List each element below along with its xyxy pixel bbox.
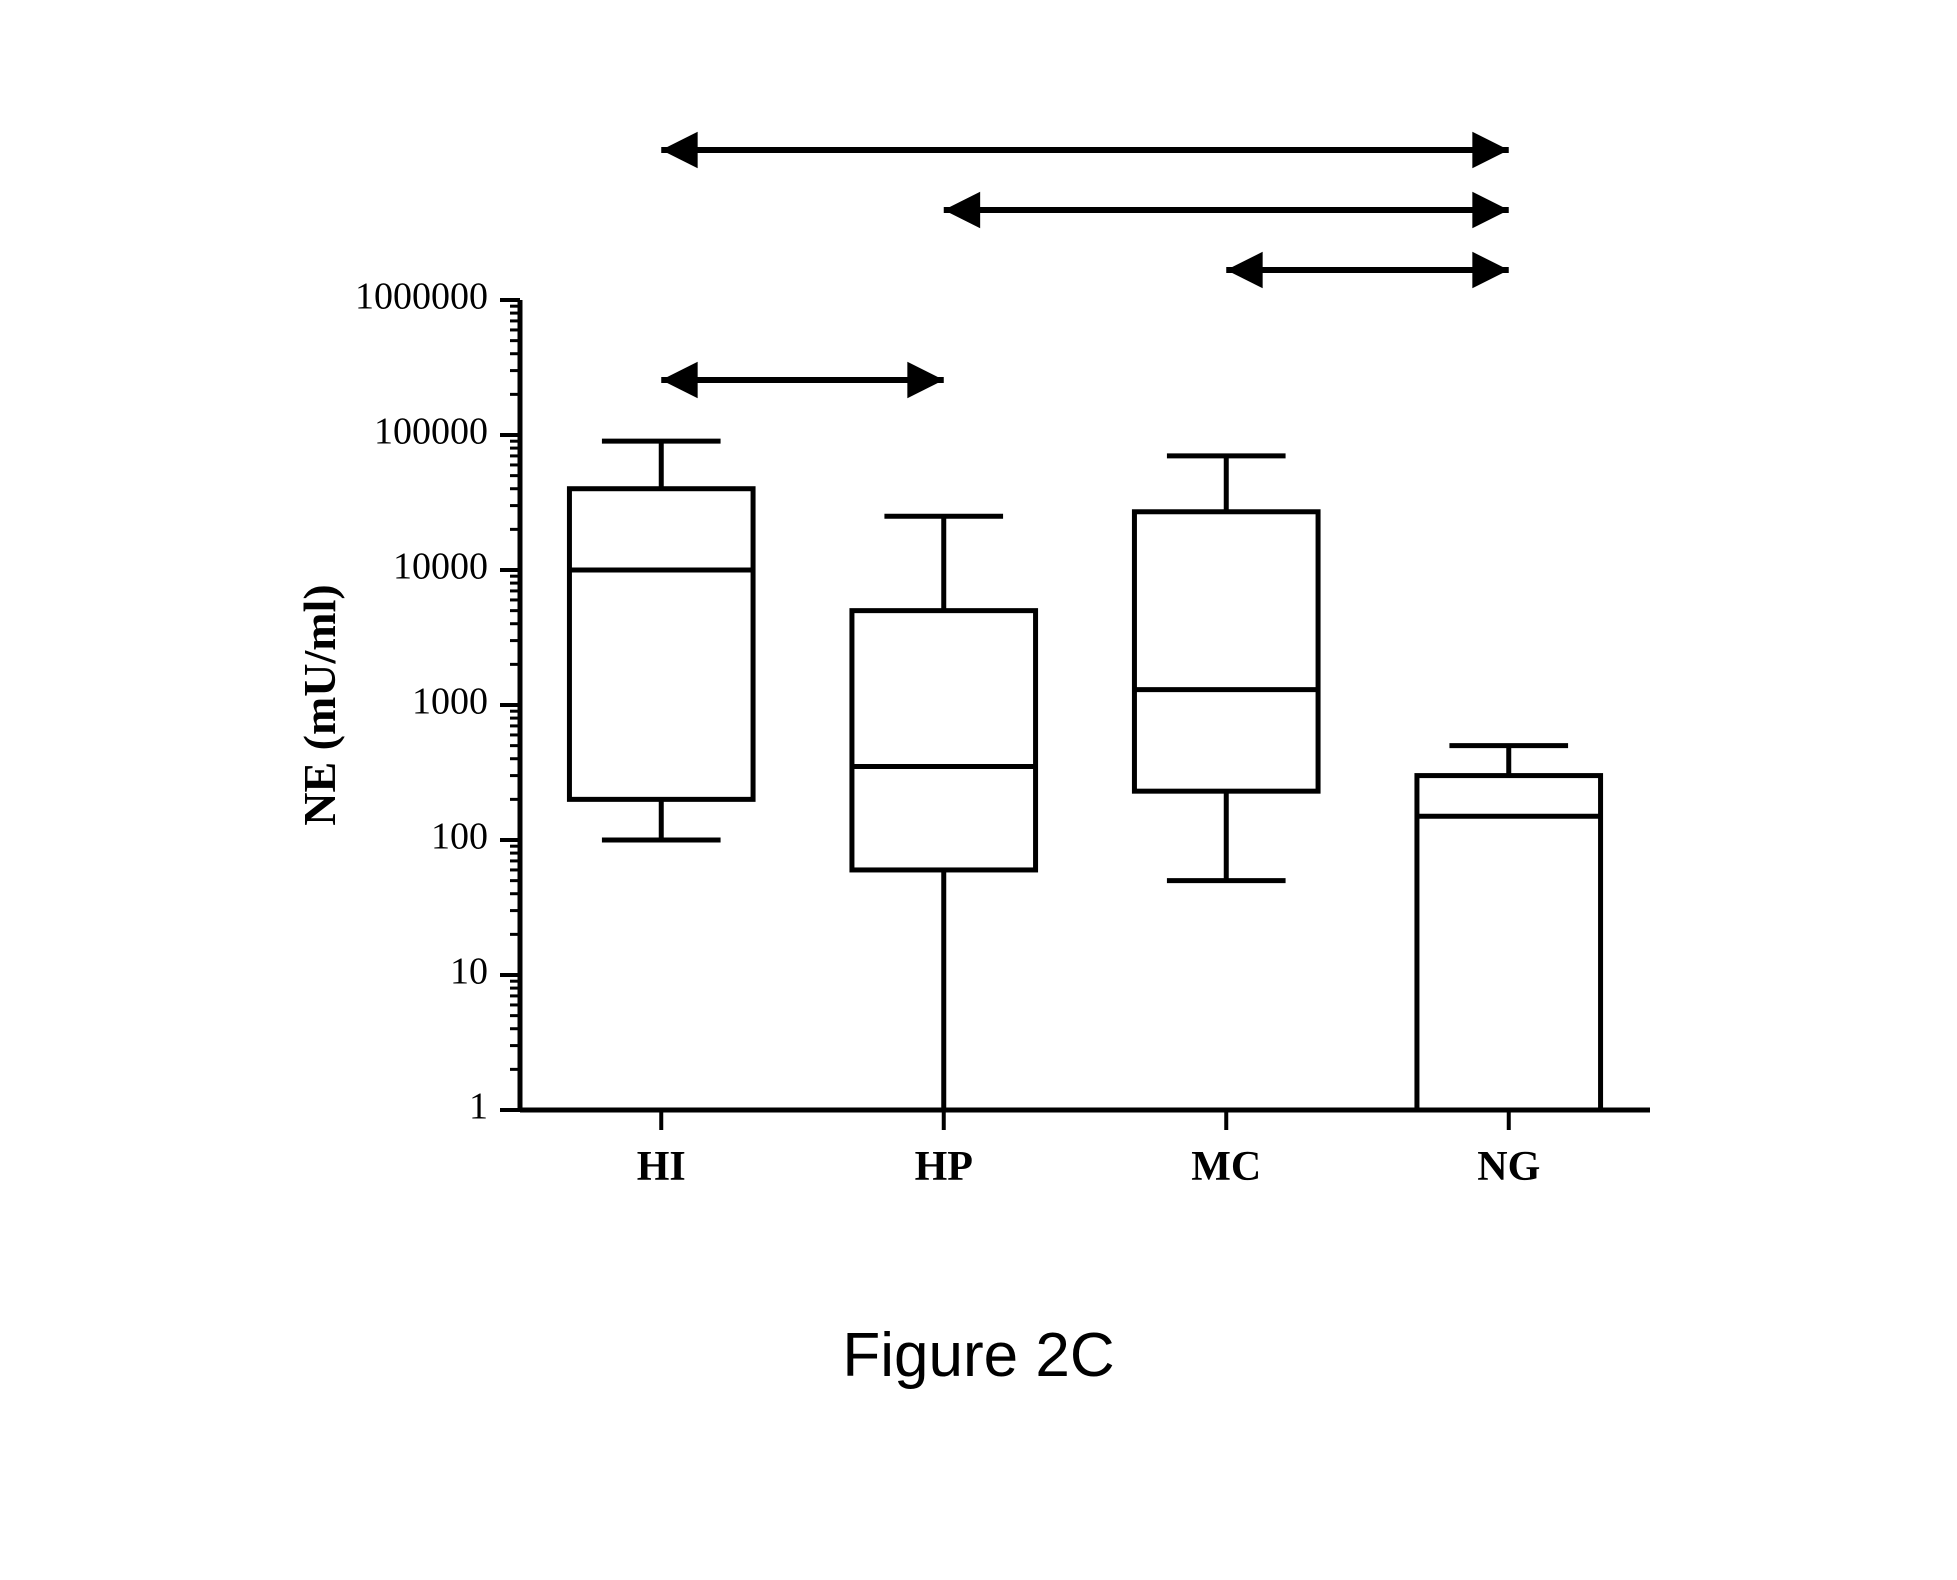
svg-text:10: 10 — [450, 951, 488, 993]
figure-caption: Figure 2C — [0, 1320, 1957, 1391]
svg-text:100: 100 — [431, 816, 488, 858]
caption-text: Figure 2C — [842, 1321, 1114, 1390]
svg-text:10000: 10000 — [393, 546, 488, 588]
boxplot-chart: 1 10 100 1000 10000 100000 1000000 NE (mU/ml) HI… — [290, 90, 1670, 1270]
svg-text:MC: MC — [1191, 1144, 1261, 1190]
svg-text:100000: 100000 — [374, 411, 488, 453]
svg-text:1000: 1000 — [412, 681, 488, 723]
svg-text:HI: HI — [637, 1144, 686, 1190]
svg-text:1: 1 — [469, 1086, 488, 1128]
svg-text:NE (mU/ml): NE (mU/ml) — [294, 584, 345, 825]
svg-text:NG: NG — [1477, 1144, 1540, 1190]
svg-text:1000000: 1000000 — [355, 276, 488, 318]
svg-text:HP: HP — [915, 1144, 973, 1190]
